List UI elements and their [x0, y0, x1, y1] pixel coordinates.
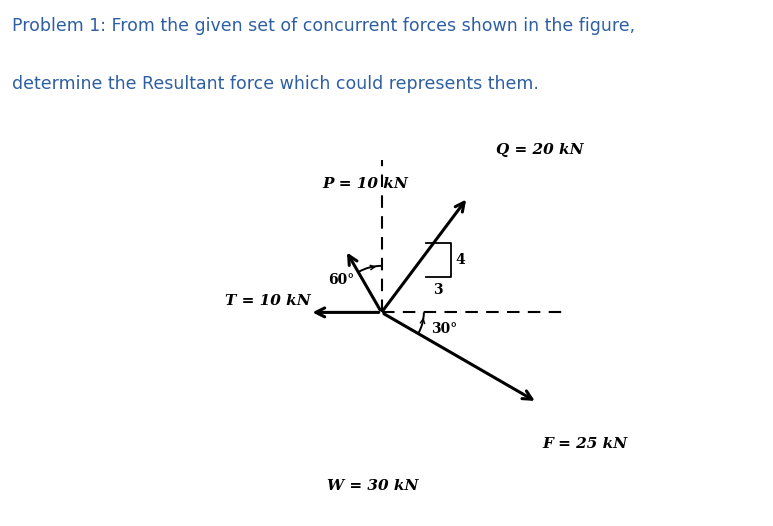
- Text: Q = 20 kN: Q = 20 kN: [495, 143, 584, 157]
- Text: W = 30 kN: W = 30 kN: [327, 479, 419, 493]
- Text: determine the Resultant force which could represents them.: determine the Resultant force which coul…: [12, 75, 539, 93]
- Text: 30°: 30°: [431, 322, 457, 336]
- Text: 4: 4: [455, 253, 465, 267]
- Text: T = 10 kN: T = 10 kN: [225, 295, 311, 308]
- Text: Problem 1: From the given set of concurrent forces shown in the figure,: Problem 1: From the given set of concurr…: [12, 17, 635, 35]
- Text: P = 10 kN: P = 10 kN: [322, 177, 408, 191]
- Text: F = 25 kN: F = 25 kN: [543, 437, 628, 451]
- Text: 3: 3: [434, 283, 443, 297]
- Text: 60°: 60°: [328, 273, 354, 287]
